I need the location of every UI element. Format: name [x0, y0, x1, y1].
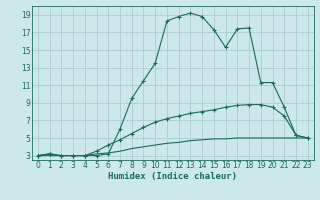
X-axis label: Humidex (Indice chaleur): Humidex (Indice chaleur) — [108, 172, 237, 181]
